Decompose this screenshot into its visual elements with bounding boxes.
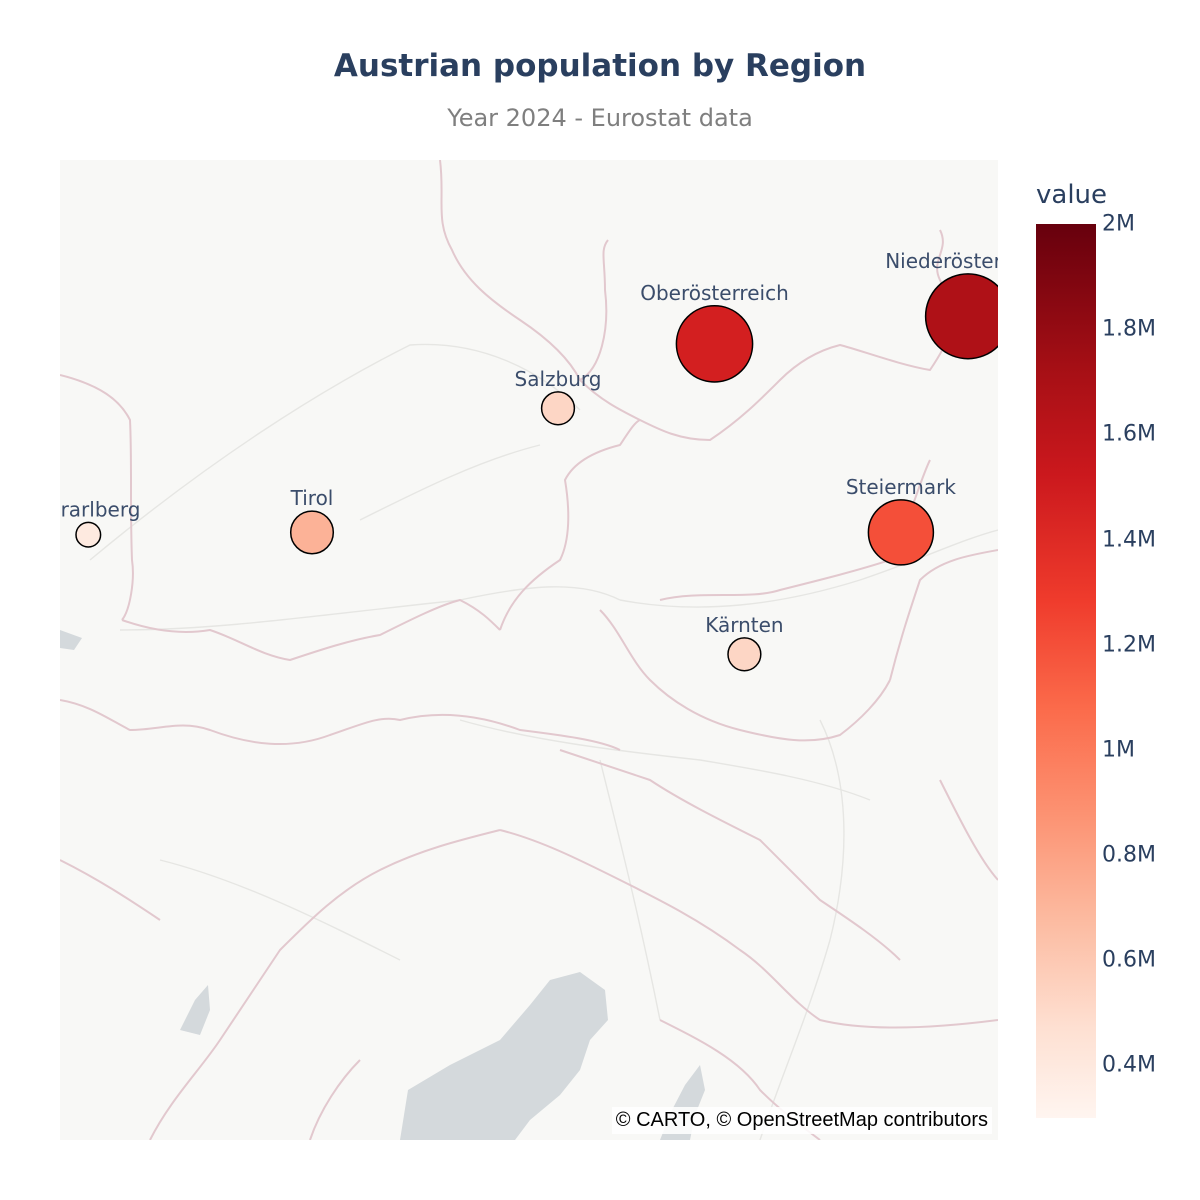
marker-oberösterreich[interactable]: [675, 305, 754, 383]
label-vorarlberg: Vorarlberg: [60, 497, 140, 521]
label-oberösterreich: Oberösterreich: [640, 281, 789, 305]
colorbar-tick: 1.8M: [1102, 316, 1156, 342]
label-tirol: Tirol: [290, 486, 334, 510]
map-basemap: [60, 160, 998, 1140]
marker-steiermark[interactable]: [867, 499, 935, 566]
marker-vorarlberg[interactable]: [75, 521, 102, 548]
colorbar-tick: 0.8M: [1102, 842, 1156, 868]
colorbar-tick: 1.4M: [1102, 527, 1156, 553]
colorbar-tick: 1M: [1102, 737, 1135, 763]
map-area[interactable]: Vorarlberg Tirol Salzburg Oberösterreich Nie…: [60, 160, 998, 1140]
chart-subtitle: Year 2024 - Eurostat data: [447, 104, 753, 132]
map-attribution[interactable]: © CARTO, © OpenStreetMap contributors: [611, 1107, 992, 1134]
marker-niederösterreich[interactable]: [924, 273, 998, 360]
colorbar-tick: 0.6M: [1102, 947, 1156, 973]
label-niederösterreich: Niederösterreich: [885, 249, 998, 273]
marker-tirol[interactable]: [289, 510, 335, 555]
colorbar-tick: 1.6M: [1102, 421, 1156, 447]
region-markers: Vorarlberg Tirol Salzburg Oberösterreich Nie…: [60, 249, 998, 672]
colorbar-tick: 1.2M: [1102, 632, 1156, 658]
colorbar-tick: 2M: [1102, 211, 1135, 237]
label-steiermark: Steiermark: [846, 475, 957, 499]
colorbar-tick: 0.4M: [1102, 1052, 1156, 1078]
colorbar-title: value: [1036, 180, 1108, 210]
label-salzburg: Salzburg: [515, 367, 602, 391]
label-kärnten: Kärnten: [705, 613, 783, 637]
colorbar: [1036, 224, 1096, 1118]
chart-title: Austrian population by Region: [333, 48, 867, 84]
marker-salzburg[interactable]: [540, 391, 576, 426]
marker-kärnten[interactable]: [727, 637, 762, 672]
roads: [89, 343, 998, 1140]
